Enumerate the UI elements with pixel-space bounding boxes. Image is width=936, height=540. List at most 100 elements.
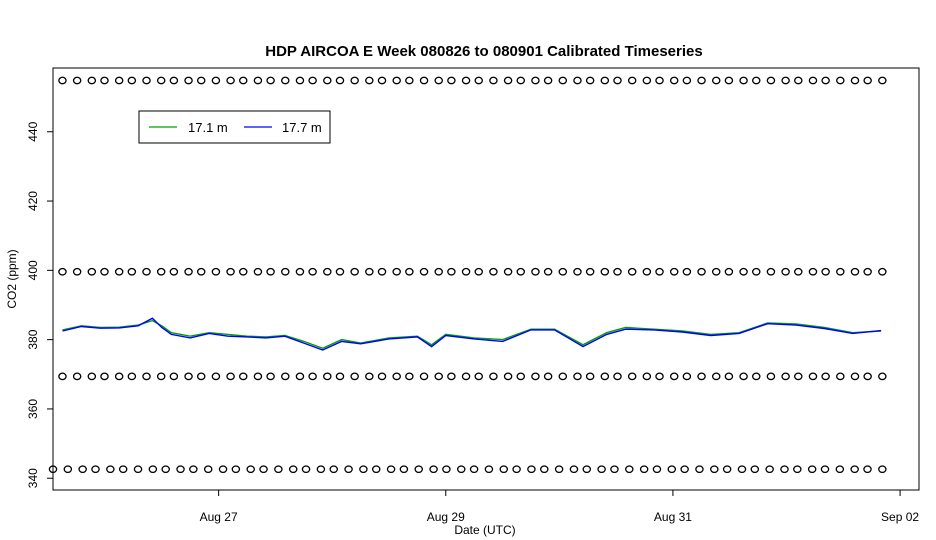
marker-point (392, 76, 401, 85)
marker-point (569, 465, 579, 474)
marker-point (169, 267, 179, 276)
marker-point (793, 465, 802, 474)
legend-label: 17.1 m (188, 120, 228, 135)
marker-point (878, 372, 887, 381)
marker-point (259, 465, 268, 474)
marker-point (655, 76, 664, 85)
marker-point (100, 372, 109, 381)
marker-point (308, 76, 317, 85)
marker-point (114, 267, 124, 276)
marker-point (516, 76, 526, 85)
marker-point (527, 465, 536, 474)
marker-point (127, 267, 137, 276)
marker-point (189, 465, 198, 474)
marker-point (253, 76, 263, 85)
marker-point (350, 372, 359, 381)
marker-point (308, 267, 317, 276)
marker-point (863, 267, 872, 276)
marker-point (218, 465, 228, 474)
marker-point (58, 372, 67, 381)
marker-point (543, 76, 553, 85)
marker-point (133, 465, 143, 474)
marker-point (655, 372, 664, 381)
marker-point (196, 372, 206, 381)
marker-point (474, 76, 483, 85)
marker-point (835, 465, 845, 474)
marker-point (850, 76, 860, 85)
marker-point (669, 76, 679, 85)
marker-point (766, 76, 776, 85)
chart-title: HDP AIRCOA E Week 080826 to 080901 Calib… (265, 43, 702, 60)
marker-point (682, 372, 692, 381)
marker-point (323, 372, 332, 381)
marker-point (863, 465, 872, 474)
marker-point (469, 465, 479, 474)
marker-point (739, 267, 748, 276)
x-axis-label: Date (UTC) (454, 523, 515, 537)
marker-point (573, 76, 582, 85)
marker-point (600, 372, 610, 381)
marker-point (794, 267, 803, 276)
x-tick-label: Sep 02 (881, 510, 919, 524)
marker-point (72, 76, 82, 85)
marker-point (295, 372, 305, 381)
marker-point (405, 76, 414, 85)
marker-point (639, 465, 649, 474)
marker-point (100, 267, 109, 276)
marker-point (48, 465, 58, 474)
marker-point (531, 76, 540, 85)
marker-point (722, 465, 732, 474)
marker-point (316, 465, 326, 474)
marker-point (442, 465, 451, 474)
marker-point (58, 76, 67, 85)
marker-point (610, 465, 619, 474)
marker-point (281, 76, 290, 85)
marker-point (669, 267, 679, 276)
marker-point (582, 465, 592, 474)
marker-point (377, 76, 387, 85)
marker-point (184, 76, 193, 85)
marker-point (863, 372, 872, 381)
marker-point (600, 76, 610, 85)
marker-point (434, 372, 443, 381)
marker-point (344, 465, 353, 474)
marker-point (821, 76, 830, 85)
marker-point (447, 76, 456, 85)
marker-point (503, 76, 513, 85)
marker-point (878, 267, 887, 276)
marker-point (516, 267, 526, 276)
marker-point (118, 465, 128, 474)
marker-point (419, 372, 429, 381)
marker-point (543, 372, 553, 381)
marker-point (669, 372, 679, 381)
marker-point (821, 372, 830, 381)
marker-point (156, 267, 166, 276)
marker-point (419, 76, 429, 85)
marker-point (72, 267, 82, 276)
marker-point (377, 267, 387, 276)
marker-point (697, 76, 706, 85)
y-tick-label: 380 (26, 329, 40, 349)
marker-point (585, 76, 595, 85)
marker-point (100, 76, 109, 85)
marker-point (474, 267, 483, 276)
marker-point (627, 76, 637, 85)
marker-point (127, 372, 137, 381)
marker-point (765, 465, 774, 474)
marker-point (503, 267, 513, 276)
marker-point (878, 76, 887, 85)
marker-point (371, 465, 381, 474)
marker-point (392, 267, 401, 276)
marker-point (766, 372, 776, 381)
marker-point (695, 465, 704, 474)
marker-point (474, 372, 483, 381)
marker-point (781, 267, 790, 276)
marker-point (836, 76, 845, 85)
marker-point (821, 267, 830, 276)
x-axis: Aug 27 Aug 29 Aug 31 Sep 02 (200, 490, 919, 524)
marker-point (652, 465, 662, 474)
marker-point (680, 465, 689, 474)
plot-area (52, 67, 920, 491)
marker-point (434, 267, 443, 276)
